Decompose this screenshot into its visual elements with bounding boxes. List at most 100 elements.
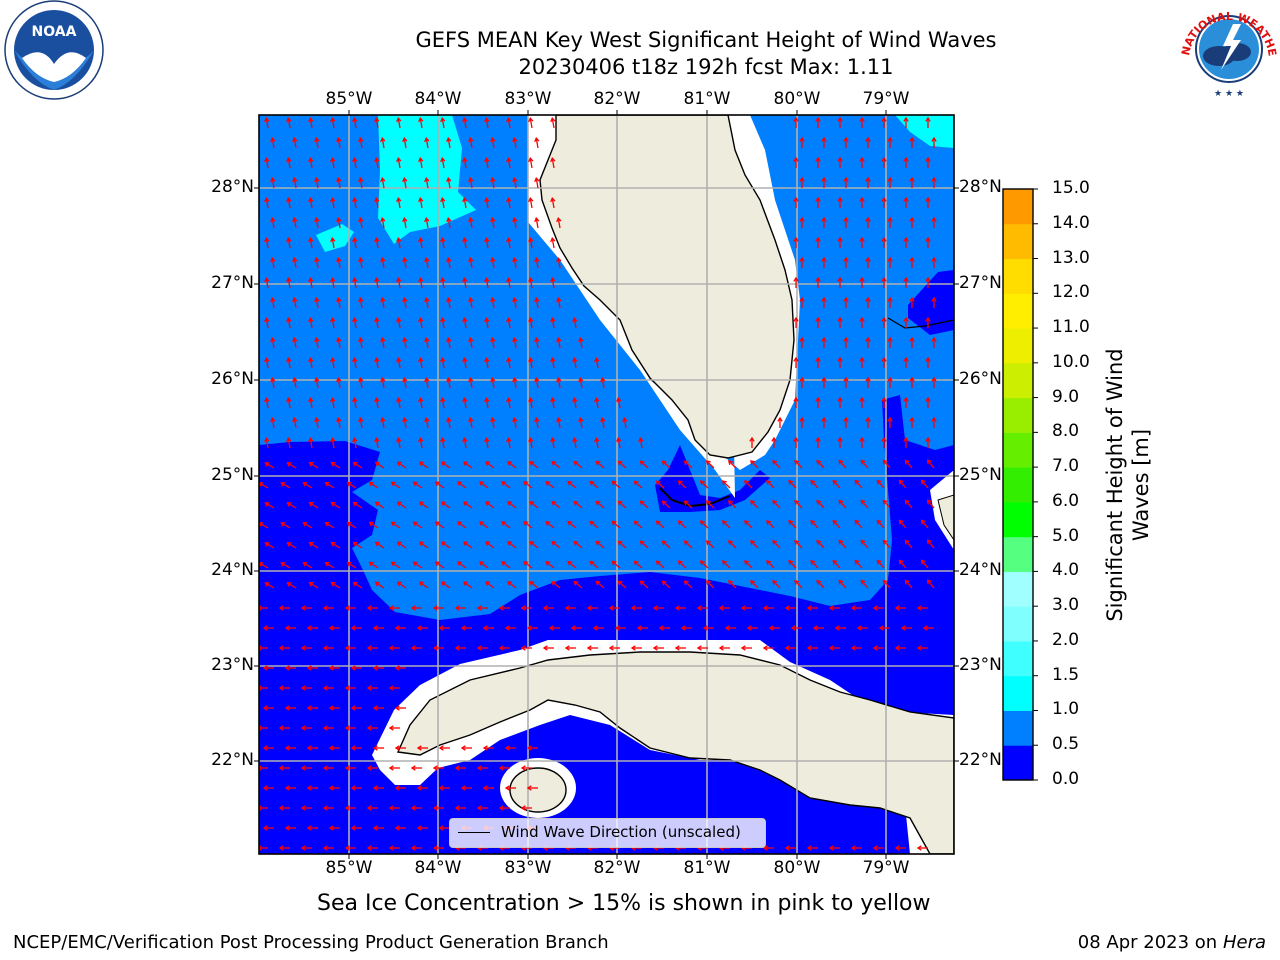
wave-direction-arrowhead	[922, 625, 928, 631]
wave-direction-arrow	[634, 560, 643, 569]
wave-direction-arrowhead	[328, 665, 334, 671]
wave-direction-arrowhead	[424, 256, 430, 263]
wave-direction-arrowhead	[308, 396, 314, 403]
wave-direction-arrowhead	[630, 605, 636, 611]
wave-direction-arrowhead	[352, 316, 358, 323]
wave-direction-arrow	[419, 398, 423, 409]
wave-direction-arrowhead	[903, 236, 909, 242]
wave-direction-arrowhead	[578, 376, 584, 383]
wave-direction-arrowhead	[402, 416, 408, 423]
wave-direction-arrow	[535, 338, 539, 349]
wave-direction-arrowhead	[506, 156, 512, 163]
wave-direction-arrowhead	[280, 482, 286, 487]
wave-direction-arrowhead	[344, 645, 350, 651]
wave-direction-arrowhead	[595, 580, 601, 586]
wave-direction-arrowhead	[374, 316, 380, 323]
wave-direction-arrowhead	[330, 461, 336, 467]
wave-direction-arrowhead	[865, 416, 871, 422]
wave-direction-arrowhead	[677, 520, 683, 526]
wave-direction-arrowhead	[909, 376, 915, 382]
wave-direction-arrowhead	[832, 519, 838, 525]
wave-direction-arrowhead	[302, 522, 308, 527]
wave-direction-arrowhead	[456, 481, 462, 487]
wave-direction-arrowhead	[564, 645, 570, 651]
wave-direction-arrow	[403, 298, 407, 309]
wave-direction-arrow	[457, 561, 467, 569]
wave-direction-arrow	[684, 460, 693, 469]
wave-direction-arrowhead	[828, 605, 834, 611]
wave-direction-arrow	[265, 198, 269, 209]
wave-direction-arrow	[579, 418, 583, 429]
wave-direction-arrow	[479, 521, 489, 529]
wave-direction-arrowhead	[358, 256, 364, 263]
wave-direction-arrow	[485, 278, 489, 289]
wave-direction-arrow	[706, 460, 715, 469]
wave-direction-arrowhead	[799, 216, 805, 222]
wave-direction-arrowhead	[762, 605, 768, 611]
wave-direction-arrow	[265, 358, 269, 369]
wave-direction-arrowhead	[368, 521, 374, 527]
wave-direction-arrowhead	[815, 396, 821, 402]
wave-direction-arrowhead	[284, 705, 290, 711]
wave-direction-arrowhead	[446, 296, 452, 303]
wave-direction-arrowhead	[388, 605, 394, 611]
wave-direction-arrowhead	[506, 236, 512, 243]
wave-direction-arrowhead	[793, 316, 799, 322]
wave-direction-arrowhead	[314, 256, 320, 263]
wave-direction-arrowhead	[330, 581, 336, 587]
wave-field-1.0-1.5-small	[316, 224, 354, 252]
wave-direction-arrow	[309, 198, 313, 209]
wave-direction-arrow	[662, 540, 671, 549]
wave-direction-arrowhead	[749, 436, 755, 442]
wave-direction-arrowhead	[418, 236, 424, 243]
wave-direction-arrowhead	[278, 805, 284, 811]
wave-direction-arrow	[375, 398, 379, 409]
wave-direction-arrow	[265, 502, 275, 509]
wave-direction-arrowhead	[446, 376, 452, 383]
wave-direction-arrow	[391, 521, 401, 529]
wave-direction-arrow	[287, 502, 297, 509]
wave-direction-arrow	[810, 520, 819, 529]
wave-direction-arrow	[535, 258, 539, 269]
wave-direction-arrowhead	[520, 805, 526, 811]
wave-direction-arrow	[535, 178, 539, 189]
wave-direction-arrow	[359, 138, 363, 149]
wave-direction-arrowhead	[567, 560, 573, 566]
wave-direction-arrowhead	[512, 296, 518, 303]
wave-direction-arrowhead	[468, 176, 474, 183]
wave-direction-arrow	[381, 258, 385, 269]
colorbar-segment	[1003, 328, 1033, 364]
wave-direction-arrowhead	[336, 136, 342, 143]
wave-direction-arrowhead	[336, 336, 342, 343]
land-cuba	[396, 651, 954, 854]
wave-direction-arrow	[722, 480, 731, 489]
wave-direction-arrowhead	[567, 520, 573, 526]
wave-direction-arrowhead	[916, 605, 922, 611]
wave-direction-arrowhead	[526, 745, 532, 751]
wave-direction-arrowhead	[744, 480, 749, 486]
wave-direction-arrowhead	[328, 625, 334, 631]
wave-direction-arrowhead	[931, 176, 937, 182]
wave-direction-arrow	[441, 158, 445, 169]
wave-direction-arrowhead	[380, 136, 386, 143]
wave-direction-arrowhead	[699, 560, 705, 566]
wave-direction-arrowhead	[410, 605, 416, 611]
wave-direction-arrowhead	[374, 501, 380, 507]
wave-direction-arrowhead	[462, 581, 468, 587]
wave-direction-arrowhead	[380, 336, 386, 343]
wave-direction-arrowhead	[324, 562, 330, 567]
wave-direction-arrowhead	[284, 625, 290, 631]
wave-direction-arrowhead	[388, 765, 394, 771]
wave-direction-arrowhead	[476, 605, 482, 611]
wave-direction-arrow	[381, 218, 385, 229]
wave-direction-arrowhead	[446, 216, 452, 223]
wave-direction-arrow	[507, 398, 511, 409]
wave-direction-arrow	[315, 378, 319, 389]
lon-label-bottom: 81°W	[683, 858, 731, 878]
wave-direction-arrowhead	[545, 560, 551, 566]
wave-direction-arrow	[617, 398, 621, 409]
wave-direction-arrow	[860, 460, 869, 469]
wave-direction-arrow	[656, 560, 665, 569]
wave-direction-arrowhead	[674, 605, 680, 611]
wave-direction-arrowhead	[352, 356, 358, 363]
